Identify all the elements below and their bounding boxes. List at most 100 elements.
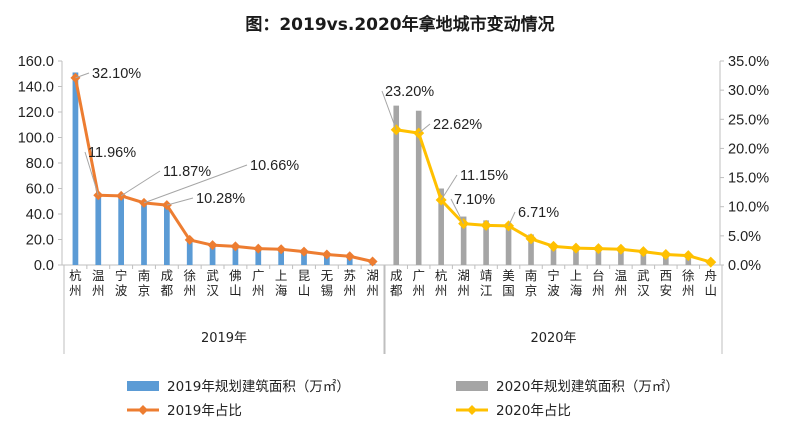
bar-2019: [255, 248, 262, 265]
data-label-leader: [166, 197, 194, 206]
x-tick-label: 杭州: [69, 268, 82, 298]
left-axis-tick-label: 120.0: [18, 105, 54, 121]
data-label-leader: [418, 123, 431, 134]
share-point: [503, 220, 515, 232]
data-label: 6.71%: [518, 205, 559, 221]
bar-2020: [573, 248, 579, 265]
x-tick-label: 美国: [502, 268, 515, 298]
share-point: [321, 249, 332, 260]
x-tick-label: 温州: [92, 268, 105, 298]
bar-2020: [618, 249, 624, 265]
x-tick-label: 成都: [390, 268, 403, 298]
share-point: [344, 251, 355, 262]
x-tick-label: 广州: [412, 268, 425, 298]
x-tick-label: 武汉: [206, 268, 219, 298]
share-point: [615, 243, 627, 255]
share-point: [682, 250, 694, 262]
data-label: 22.62%: [433, 117, 482, 133]
left-axis-tick-label: 160.0: [18, 54, 54, 70]
bar-2020: [550, 245, 557, 265]
x-tick-label: 无锡: [321, 268, 334, 298]
right-axis-tick-label: 20.0%: [728, 141, 769, 157]
share-point: [592, 243, 604, 255]
bar-2020: [393, 105, 400, 265]
x-tick-label: 西安: [660, 268, 673, 298]
x-tick-label: 舟山: [705, 268, 718, 298]
bar-2019: [164, 206, 170, 265]
bar-2020: [505, 222, 512, 265]
bar-2019: [95, 194, 102, 265]
left-axis-tick-label: 60.0: [26, 182, 54, 198]
data-label-leader: [440, 174, 458, 201]
data-label-leader: [450, 198, 465, 224]
share-point: [184, 234, 195, 245]
data-label-leader: [508, 211, 516, 227]
legend-swatch: [127, 381, 159, 391]
bar-2020: [595, 248, 602, 265]
left-axis-tick-label: 100.0: [18, 131, 54, 147]
left-axis-tick-label: 0.0: [34, 258, 54, 274]
data-label: 32.10%: [92, 66, 141, 82]
legend-swatch: [456, 381, 488, 391]
share-point: [637, 246, 649, 258]
bar-2020: [528, 234, 534, 265]
share-point: [548, 240, 559, 252]
group-label: 2019年: [201, 331, 247, 346]
right-axis-tick-label: 35.0%: [728, 54, 769, 70]
data-label: 11.87%: [163, 164, 211, 180]
x-tick-label: 徐州: [183, 268, 196, 298]
right-axis-tick-label: 10.0%: [728, 200, 769, 216]
bar-2020: [483, 220, 489, 265]
x-tick-label: 武汉: [637, 268, 650, 298]
data-label: 11.15%: [460, 168, 508, 184]
chart-title: 图：2019vs.2020年拿地城市变动情况: [245, 15, 555, 35]
share-point: [207, 240, 218, 251]
share-point: [660, 249, 672, 261]
left-axis-tick-label: 80.0: [26, 156, 54, 172]
x-tick-label: 昆山: [298, 268, 311, 298]
bar-2019: [278, 248, 284, 265]
legend-marker: [138, 405, 148, 415]
legend-marker: [467, 405, 477, 415]
x-tick-label: 成都: [161, 268, 174, 298]
x-tick-label: 杭州: [435, 268, 448, 298]
right-axis-tick-label: 0.0%: [728, 258, 761, 274]
bar-2019: [72, 72, 79, 265]
left-axis-tick-label: 40.0: [26, 207, 54, 223]
group-label: 2020年: [530, 331, 576, 346]
x-tick-label: 温州: [615, 268, 628, 298]
right-axis-tick-label: 25.0%: [728, 112, 769, 128]
x-tick-label: 徐州: [682, 268, 695, 298]
bar-2020: [415, 110, 422, 265]
data-label: 7.10%: [454, 192, 495, 208]
data-label-leader: [120, 170, 161, 197]
x-tick-label: 佛山: [229, 268, 242, 298]
data-label-leader: [143, 164, 248, 204]
share-point: [367, 256, 378, 267]
x-tick-label: 宁波: [115, 268, 128, 298]
right-axis-tick-label: 30.0%: [728, 83, 769, 99]
legend-label: 2019年占比: [167, 403, 242, 419]
bar-2019: [209, 244, 216, 265]
right-axis-tick-label: 15.0%: [728, 171, 769, 187]
data-label-leader: [75, 72, 90, 79]
legend-label: 2020年规划建筑面积（万㎡）: [496, 379, 679, 395]
bar-2019: [186, 240, 193, 265]
legend-label: 2020年占比: [496, 403, 571, 419]
left-axis-tick-label: 140.0: [18, 80, 54, 96]
share-point: [480, 219, 492, 231]
bar-2020: [438, 188, 444, 265]
bar-2019: [301, 250, 307, 265]
data-label: 23.20%: [385, 84, 434, 100]
data-label: 10.28%: [196, 191, 245, 207]
left-axis-tick-label: 20.0: [26, 233, 54, 249]
x-tick-label: 南京: [138, 268, 151, 298]
bar-2020: [460, 216, 467, 265]
bar-2019: [141, 205, 147, 265]
share-point: [299, 246, 309, 257]
x-tick-label: 台州: [592, 268, 605, 298]
x-tick-label: 苏州: [343, 268, 356, 298]
x-tick-label: 靖江: [480, 268, 493, 298]
bar-2019: [118, 197, 124, 265]
share-point: [525, 233, 537, 245]
